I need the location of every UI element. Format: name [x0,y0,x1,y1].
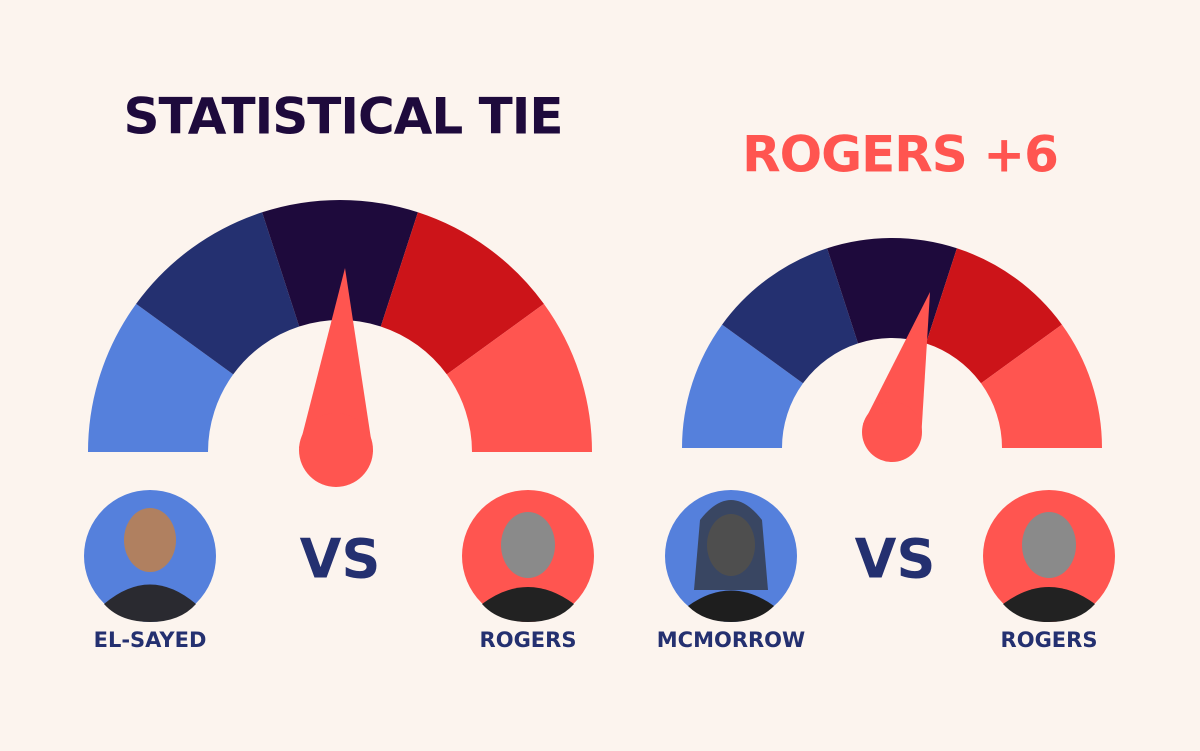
gauge-segment [722,248,858,384]
gauge-segment [682,324,803,448]
gauge-segment [926,248,1062,384]
gauge-segment [380,212,544,375]
gauge-title: STATISTICAL TIE [123,88,562,146]
candidate-name: ROGERS [1001,628,1098,652]
gauge-segment [136,212,300,375]
needle [863,292,930,440]
portrait [665,490,797,622]
gauge-left [88,199,592,452]
portrait [983,490,1115,622]
candidate-name: MCMORROW [657,628,805,652]
gauge-segment [446,303,592,452]
gauge-segment [262,199,418,327]
portrait [462,490,594,622]
needle-hub [862,402,922,462]
gauge-segment [88,303,234,452]
gauge-title: ROGERS +6 [742,126,1058,184]
needle-hub [299,413,373,487]
candidate-name: ROGERS [480,628,577,652]
needle [299,268,373,452]
candidate-name: EL-SAYED [94,628,207,652]
portrait [84,490,216,622]
vs-label: VS [300,528,381,591]
vs-label: VS [855,528,936,591]
gauge-segment [981,324,1102,448]
